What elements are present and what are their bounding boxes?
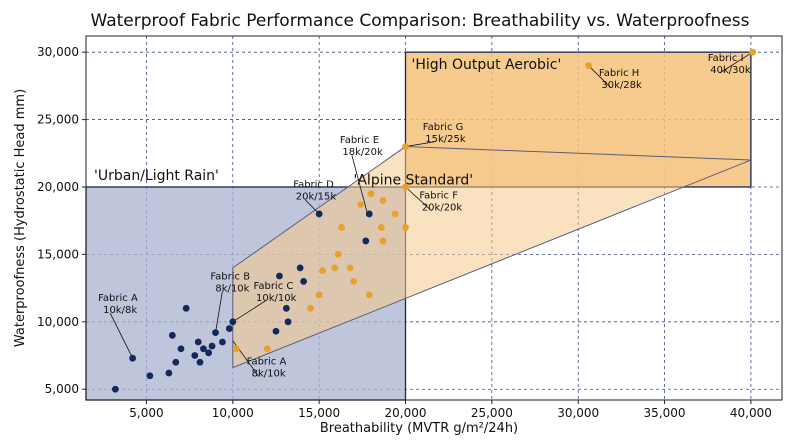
- data-point-navy: [284, 318, 292, 326]
- data-point-navy: [229, 318, 237, 326]
- data-point-orange: [331, 264, 339, 272]
- data-point-navy: [191, 352, 199, 359]
- chart-title: Waterproof Fabric Performance Comparison…: [90, 11, 749, 31]
- annotation-leader: [719, 51, 753, 74]
- y-tick-label: 5,000: [45, 382, 79, 396]
- data-point-orange: [338, 224, 346, 231]
- x-axis-title: Breathability (MVTR g/m²/24h): [320, 421, 518, 436]
- data-point-orange: [391, 210, 399, 218]
- annotation-label: Fabric F 20k/20k: [419, 191, 462, 214]
- data-point-orange: [350, 277, 358, 285]
- x-tick-label: 15,000: [298, 406, 340, 420]
- annotation-leader: [109, 312, 133, 359]
- data-point-orange: [232, 345, 240, 353]
- data-point-orange: [379, 197, 387, 204]
- y-tick-label: 10,000: [37, 315, 79, 329]
- data-point-orange: [379, 237, 387, 245]
- data-point-navy: [208, 342, 216, 350]
- data-point-orange: [357, 201, 365, 208]
- data-point-navy: [272, 327, 280, 335]
- y-tick-label: 20,000: [37, 180, 79, 194]
- annotation-label: Fabric B 8k/10k: [210, 271, 250, 294]
- data-point-navy: [362, 237, 370, 245]
- data-point-navy: [219, 338, 226, 346]
- annotation-label: Fabric A 10k/8k: [98, 293, 138, 316]
- y-tick-label: 25,000: [37, 113, 79, 127]
- data-point-navy: [177, 345, 185, 353]
- data-point-orange: [263, 345, 271, 353]
- data-point-navy: [276, 272, 283, 280]
- data-point-navy: [165, 369, 173, 377]
- annotation-leader: [588, 65, 612, 89]
- data-point-navy: [282, 304, 290, 312]
- annotation-leader: [405, 141, 435, 147]
- data-point-navy: [296, 264, 304, 272]
- annotation-label: Fabric A 8k/10k: [247, 356, 287, 379]
- plot-area: 'Urban/Light Rain' 'Alpine Standard' 'High…: [37, 35, 783, 420]
- data-point-navy: [212, 329, 219, 336]
- plot-frame: [85, 35, 783, 401]
- data-point-orange: [402, 143, 409, 150]
- annotation-label: Fabric G 15k/25k: [423, 122, 466, 145]
- data-point-navy: [168, 331, 176, 339]
- data-point-orange: [585, 62, 592, 70]
- data-point-navy: [182, 304, 190, 312]
- data-point-orange: [315, 291, 323, 299]
- region-label-high-output: 'High Output Aerobic': [412, 57, 562, 73]
- annotation-leader: [215, 291, 223, 333]
- data-point-navy: [315, 210, 323, 218]
- region-label-alpine: 'Alpine Standard': [354, 172, 474, 188]
- x-tick-label: 30,000: [557, 406, 599, 420]
- data-point-orange: [377, 224, 385, 231]
- annotation-leader: [405, 186, 432, 211]
- y-tick-label: 15,000: [37, 247, 79, 261]
- annotation-label: Fabric E 18k/20k: [340, 135, 383, 158]
- x-tick-label: 5,000: [129, 406, 163, 420]
- data-point-orange: [365, 291, 373, 299]
- data-point-orange: [402, 183, 409, 191]
- data-point-orange: [307, 304, 314, 312]
- data-point-navy: [205, 349, 213, 357]
- data-point-navy: [200, 345, 207, 353]
- data-point-navy: [300, 277, 308, 285]
- annotation-label: Fabric H 30k/28k: [599, 68, 642, 91]
- data-point-orange: [319, 267, 327, 274]
- data-point-orange: [402, 224, 409, 231]
- data-point-orange: [749, 48, 757, 56]
- data-point-navy: [172, 358, 180, 366]
- annotation-leader: [351, 155, 368, 215]
- region-label-urban: 'Urban/Light Rain': [94, 168, 219, 184]
- data-point-navy: [129, 354, 137, 362]
- x-tick-label: 35,000: [644, 406, 686, 420]
- annotation-label: Fabric D 20k/15k: [293, 180, 336, 203]
- data-point-orange: [367, 190, 375, 198]
- x-tick-label: 40,000: [730, 406, 772, 420]
- data-point-navy: [365, 210, 373, 218]
- x-tick-label: 10,000: [212, 406, 254, 420]
- annotation-leader: [232, 300, 266, 323]
- data-point-navy: [225, 325, 233, 332]
- y-axis-title: Waterproofness (Hydrostatic Head mm): [13, 89, 28, 347]
- annotation-label: Fabric I 40k/30k: [708, 53, 751, 76]
- data-point-navy: [111, 385, 119, 393]
- y-tick-label: 30,000: [37, 45, 79, 59]
- data-point-navy: [196, 358, 204, 366]
- x-tick-label: 20,000: [385, 406, 427, 420]
- data-point-orange: [334, 251, 342, 258]
- x-tick-label: 25,000: [471, 406, 513, 420]
- data-point-navy: [146, 372, 154, 380]
- annotation-label: Fabric C 10k/10k: [254, 281, 297, 304]
- data-point-orange: [346, 264, 354, 272]
- data-point-navy: [194, 338, 202, 346]
